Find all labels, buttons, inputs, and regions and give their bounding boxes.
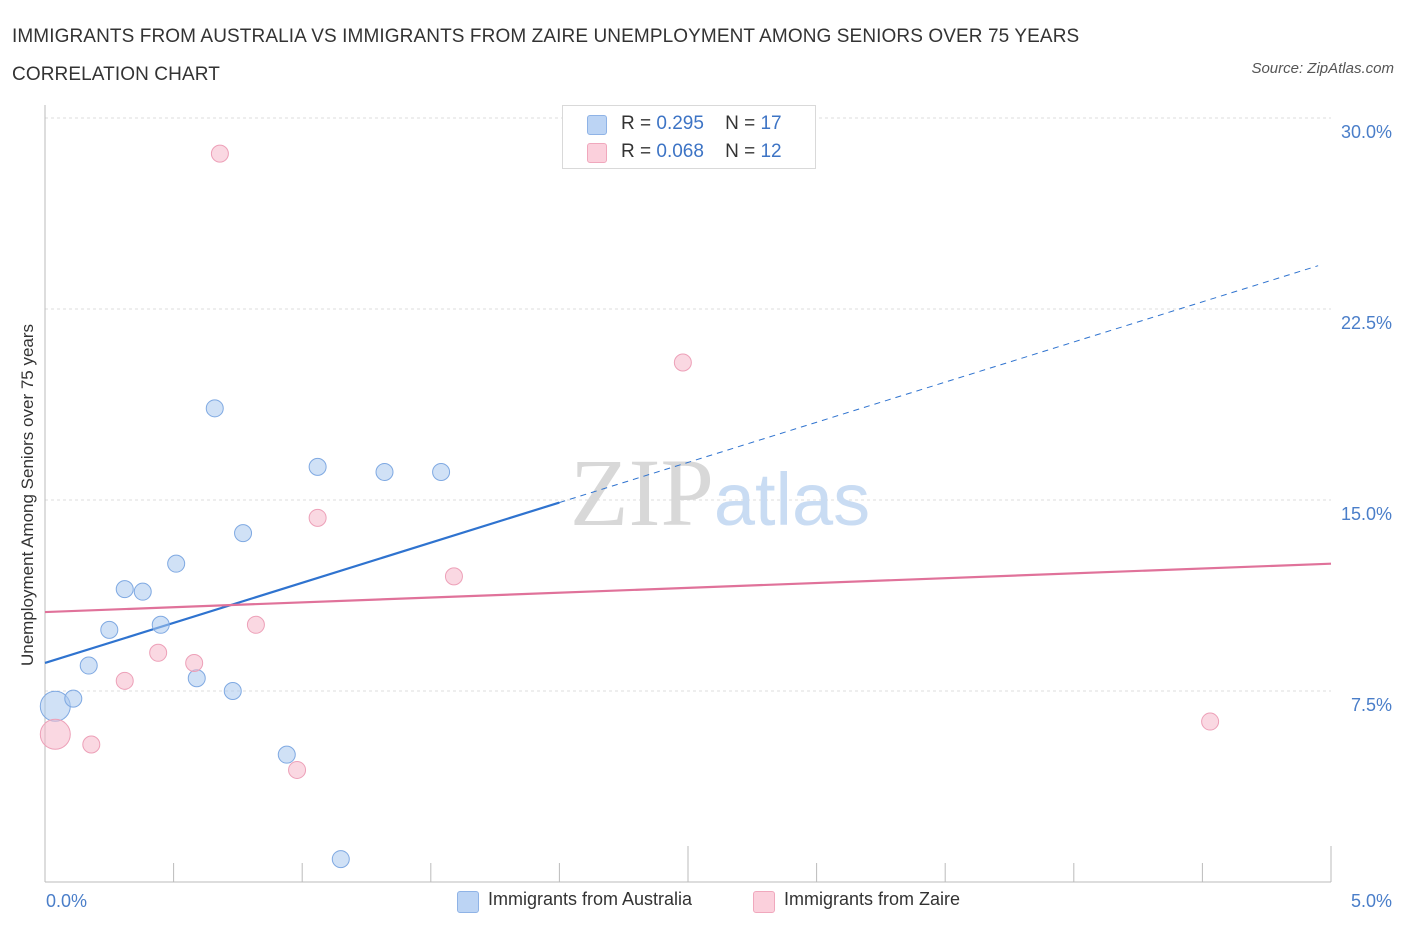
legend-label-zaire: Immigrants from Zaire: [784, 889, 961, 909]
point-zaire-4[interactable]: [185, 653, 204, 672]
r-label: R =: [621, 113, 652, 134]
point-australia-15[interactable]: [375, 462, 394, 481]
australia-swatch: [587, 115, 607, 135]
chart-title: IMMIGRANTS FROM AUSTRALIA VS IMMIGRANTS …: [12, 26, 1080, 85]
point-australia-11[interactable]: [234, 524, 253, 543]
source-label: Source: ZipAtlas.com: [1251, 60, 1394, 77]
point-zaire-9[interactable]: [444, 567, 463, 586]
point-australia-4[interactable]: [115, 580, 134, 599]
trend-line-1: [44, 562, 1332, 614]
point-australia-12[interactable]: [277, 745, 296, 764]
point-australia-1[interactable]: [64, 689, 83, 708]
point-zaire-1[interactable]: [82, 735, 101, 754]
y-tick-label-0: 7.5%: [1350, 695, 1392, 715]
x-tick-label-min: 0.0%: [46, 891, 88, 911]
point-australia-3[interactable]: [100, 620, 119, 639]
point-australia-6[interactable]: [151, 615, 170, 634]
point-australia-9[interactable]: [205, 399, 224, 418]
data-points: [39, 144, 1220, 869]
point-zaire-6[interactable]: [246, 615, 265, 634]
point-zaire-10[interactable]: [673, 353, 692, 372]
point-australia-2[interactable]: [79, 656, 98, 675]
point-australia-10[interactable]: [223, 682, 242, 700]
y-tick-label-3: 30.0%: [1340, 122, 1392, 142]
point-zaire-11[interactable]: [1201, 712, 1220, 731]
point-australia-5[interactable]: [133, 582, 152, 601]
trend-line-0: [44, 501, 560, 665]
y-tick-label-1: 15.0%: [1340, 504, 1392, 524]
point-zaire-3[interactable]: [149, 643, 168, 662]
n-label: N =: [725, 113, 756, 134]
point-zaire-5[interactable]: [210, 144, 229, 163]
x-tick-label-max: 5.0%: [1350, 891, 1392, 911]
y-tick-label-2: 22.5%: [1340, 313, 1392, 333]
legend-label-australia: Immigrants from Australia: [488, 889, 693, 909]
zaire-legend-swatch: [753, 891, 775, 913]
watermark-atlas: atlas: [714, 458, 870, 541]
trend-lines: [44, 265, 1332, 665]
point-australia-13[interactable]: [308, 457, 327, 476]
point-zaire-2[interactable]: [115, 671, 134, 690]
zaire-swatch: [587, 143, 607, 163]
r-label: R =: [621, 141, 652, 162]
point-australia-8[interactable]: [187, 669, 206, 688]
watermark: ZIPatlas: [570, 439, 870, 546]
axes: [44, 105, 1332, 883]
point-zaire-8[interactable]: [308, 508, 327, 527]
point-zaire-0[interactable]: [39, 718, 71, 750]
stats-legend: R = 0.295 N = 17 R = 0.068 N = 12: [562, 105, 816, 169]
n-value-zaire: 12: [760, 141, 782, 162]
n-value-australia: 17: [760, 113, 782, 134]
trend-line-extension-0: [559, 265, 1319, 504]
point-australia-16[interactable]: [432, 462, 451, 481]
n-label: N =: [725, 141, 756, 162]
australia-legend-swatch: [457, 891, 479, 913]
watermark-zip: ZIP: [570, 439, 714, 546]
point-zaire-7[interactable]: [288, 760, 307, 779]
point-australia-7[interactable]: [167, 554, 186, 573]
point-australia-14[interactable]: [331, 850, 350, 869]
r-value-australia: 0.295: [656, 113, 704, 134]
r-value-zaire: 0.068: [656, 141, 704, 162]
